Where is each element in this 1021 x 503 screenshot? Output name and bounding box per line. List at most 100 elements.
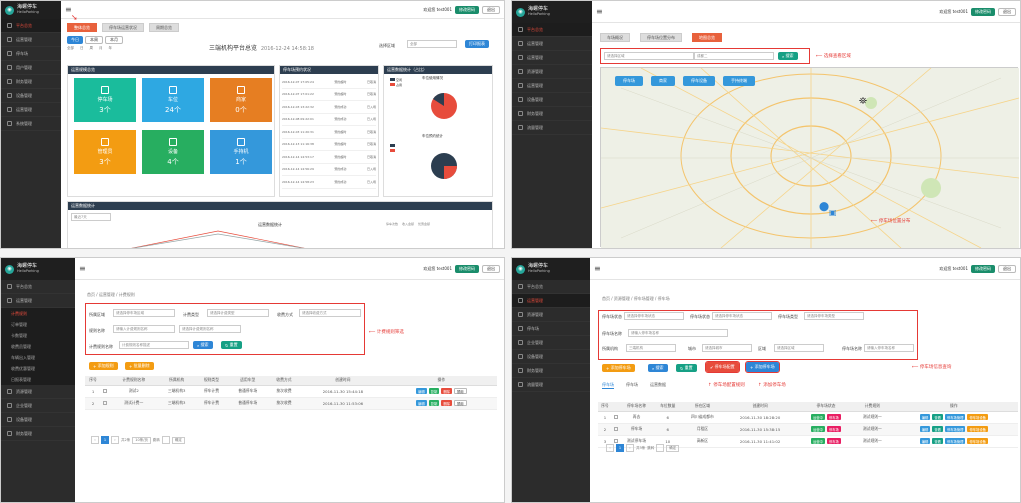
sub-tab-4[interactable]: 年 (108, 46, 113, 50)
sidebar-item-3[interactable]: 资源管理 (512, 65, 592, 79)
row-checkbox[interactable] (103, 388, 108, 393)
row-checkbox[interactable] (103, 400, 108, 405)
crumb-2[interactable]: 停车场管理 (633, 296, 654, 301)
page-1-button[interactable]: 1 (616, 444, 624, 452)
area-select[interactable]: 全部 (407, 40, 457, 48)
table-row[interactable]: 1 测试2 三端机构3 停车计费 普通停车场 按次收费 2016-11-30 15:44:1… (85, 385, 497, 398)
sidebar-item-5[interactable]: 设备管理 (1, 89, 61, 103)
row-action-1[interactable]: 查看 (932, 426, 943, 432)
filter-input-7[interactable]: 请输入停车场名称 (864, 344, 914, 352)
table-row[interactable]: 2 停车场 6 月租区 2016-11-30 15:38:15 运营中 停车场 测试规则一 编辑… (598, 423, 1018, 436)
map-layer-button-1[interactable]: 商家 (651, 76, 675, 86)
goto-input[interactable] (656, 444, 665, 452)
sidebar-item-1[interactable]: 运营管理 (1, 33, 61, 47)
stat-tile[interactable]: 车位 24个 (142, 78, 204, 122)
sidebar-item-11[interactable]: 设备管理 (1, 413, 75, 427)
list-tab-2[interactable]: 运营数据 (650, 382, 666, 387)
filter-input-1[interactable]: 请选择停车场状态 (712, 312, 772, 320)
goto-confirm[interactable]: 确定 (171, 436, 185, 444)
sidebar-item-6[interactable]: 车辆出入管理 (1, 352, 75, 363)
district-select[interactable]: 成都二 (694, 52, 774, 60)
stat-tile[interactable]: 设备 4个 (142, 130, 204, 174)
period-select[interactable]: 最近7天 (71, 213, 111, 221)
region-select[interactable]: 请选择区域 (604, 52, 694, 60)
sub-tab-2[interactable]: 周 (89, 46, 94, 50)
filter-input-4[interactable]: 三端机构 (626, 344, 676, 352)
list-tab-1[interactable]: 停车场 (626, 382, 638, 387)
crumb-0[interactable]: 首页 (87, 292, 95, 297)
row-action-2[interactable]: 删除 (441, 388, 452, 394)
hamburger-icon[interactable]: ≡ (79, 264, 86, 273)
type-select[interactable]: 请选择计费类型 (207, 309, 269, 317)
goto-confirm[interactable]: 确定 (666, 444, 680, 452)
change-password-button[interactable]: 修改密码 (971, 7, 995, 16)
row-action-0[interactable]: 编辑 (919, 426, 931, 432)
list-tab-0[interactable]: 停车场 (602, 382, 614, 389)
tab-1[interactable]: 停车场位置分布 (640, 33, 682, 42)
city-map[interactable]: 停车场 商家 停车设备 手持终端 ⛯ ⬤ ▣ ⟵ 停车场位置分布 (600, 67, 1020, 248)
filter-input-2[interactable]: 请选择停车场类型 (804, 312, 864, 320)
change-password-button[interactable]: 修改密码 (455, 5, 479, 14)
name-input[interactable]: 请输入计费规则名称 (113, 325, 175, 333)
batch-delete-button[interactable]: + 批量删除 (125, 362, 154, 370)
sidebar-item-5[interactable]: 设备管理 (512, 350, 590, 364)
stat-tile[interactable]: 停车场 3个 (74, 78, 136, 122)
logout-button[interactable]: 退出 (482, 264, 500, 273)
sidebar-item-7[interactable]: 流量管理 (512, 121, 592, 135)
name-select[interactable]: 请选择计费规则名称 (179, 325, 241, 333)
hamburger-icon[interactable]: ≡ (594, 264, 601, 273)
per-page-select[interactable]: 10条/页 (132, 436, 151, 444)
sidebar-item-9[interactable]: 资源管理 (1, 385, 75, 399)
filter-0[interactable]: 今日 (67, 36, 83, 44)
row-action-2[interactable]: 停车场管理 (944, 438, 966, 444)
row-action-1[interactable]: 查看 (932, 414, 943, 420)
sidebar-item-3[interactable]: 用户管理 (1, 61, 61, 75)
sub-tab-1[interactable]: 日 (80, 46, 84, 50)
hamburger-icon[interactable]: ≡ (65, 5, 72, 14)
row-action-1[interactable]: 查看 (932, 438, 943, 444)
tab-1[interactable]: 停车场运营状况 (102, 23, 144, 32)
sidebar-item-12[interactable]: 财务管理 (1, 427, 75, 441)
next-page-button[interactable]: › (111, 436, 119, 444)
row-checkbox[interactable] (613, 426, 618, 431)
tab-0[interactable]: 车场概况 (600, 33, 630, 42)
prev-page-button[interactable]: ‹ (606, 444, 614, 452)
row-action-3[interactable]: 禁用 (453, 388, 467, 394)
next-page-button[interactable]: › (626, 444, 634, 452)
tab-2[interactable]: 周期总览 (149, 23, 179, 32)
sidebar-item-1[interactable]: 运营管理 (512, 37, 592, 51)
page-1-button[interactable]: 1 (101, 436, 109, 444)
stat-tile[interactable]: 手持机 1个 (210, 130, 272, 174)
sidebar-item-6[interactable]: 运营管理 (1, 103, 61, 117)
crumb-1[interactable]: 运营管理 (98, 292, 115, 297)
row-checkbox[interactable] (613, 438, 618, 443)
sidebar-item-0[interactable]: 平台总览 (512, 280, 590, 294)
sub-tab-3[interactable]: 月 (99, 46, 103, 50)
row-action-1[interactable]: 复制 (428, 400, 440, 406)
sidebar-item-1[interactable]: 运营管理 (1, 294, 75, 308)
sidebar-item-4[interactable]: 运营管理 (512, 79, 592, 93)
sidebar-item-1[interactable]: 运营管理 (512, 294, 590, 308)
row-action-3[interactable]: 停车场设备 (967, 414, 988, 420)
prev-page-button[interactable]: ‹ (91, 436, 99, 444)
table-row[interactable]: 1 再去 6 四川省成都市 2016-11-30 18:28:20 运营中 停车场 测试规则一… (598, 411, 1018, 424)
logout-button[interactable]: 退出 (998, 264, 1016, 273)
logout-button[interactable]: 退出 (998, 7, 1016, 16)
add-lot-button[interactable]: + 添加停车场 (602, 364, 635, 372)
filter-input-5[interactable]: 请选择城市 (702, 344, 752, 352)
sidebar-item-7[interactable]: 流量管理 (512, 378, 590, 392)
crumb-0[interactable]: 首页 (602, 296, 610, 301)
filter-1[interactable]: 本周 (85, 36, 103, 44)
sidebar-item-7[interactable]: 系统管理 (1, 117, 61, 131)
reset-button[interactable]: ↻ 重置 (676, 364, 697, 372)
sidebar-item-8[interactable]: 日报表管理 (1, 374, 75, 385)
row-action-3[interactable]: 禁用 (453, 400, 467, 406)
parking-marker-icon-2[interactable]: ▣ (829, 208, 837, 217)
region-select[interactable]: 请选择停车场区域 (113, 309, 175, 317)
change-password-button[interactable]: 修改密码 (455, 264, 479, 273)
table-row[interactable]: 2 测试计费一 三端机构3 停车计费 普通停车场 按次收费 2016-11-30 11:53… (85, 397, 497, 410)
search-button[interactable]: ⌕ 搜索 (193, 341, 213, 349)
sidebar-item-5[interactable]: 收费员管理 (1, 341, 75, 352)
add-rule-button[interactable]: + 添加规则 (89, 362, 118, 370)
sidebar-item-2[interactable]: 停车场 (1, 47, 61, 61)
